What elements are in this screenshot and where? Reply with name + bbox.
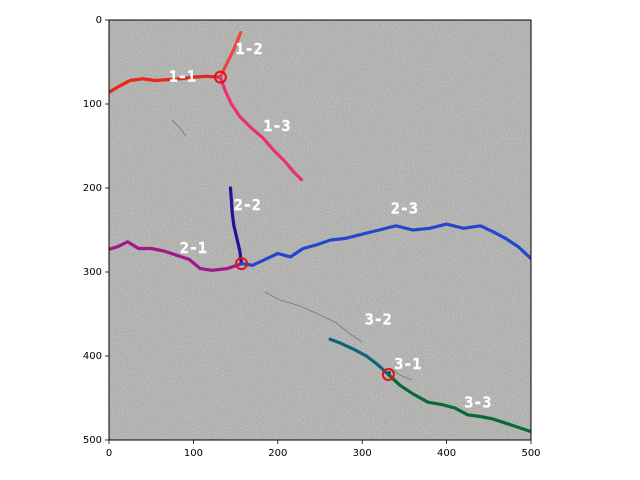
crack-segment-1-2 xyxy=(218,30,243,79)
crack-1: 1-1 1-2 1-3 xyxy=(109,30,303,182)
crack-segment-1-3 xyxy=(218,75,303,182)
segment-label-2-3: 2-3 xyxy=(391,200,418,218)
asphalt-image xyxy=(109,20,531,440)
segment-label-3-2: 3-2 xyxy=(365,310,392,328)
segment-label-3-3: 3-3 xyxy=(464,394,491,412)
segment-label-3-1: 3-1 xyxy=(394,355,421,373)
crack-overlays: 1-1 1-2 1-3 2-1 2-2 2-3 3-1 3-2 3-3 xyxy=(109,30,531,434)
crack-segment-2-3 xyxy=(239,222,531,267)
y-tick-label: 0 xyxy=(96,15,102,26)
x-tick-label: 400 xyxy=(437,448,456,459)
axis-ticks: 0 100 200 300 400 500 0 100 200 300 400 500 xyxy=(83,15,541,459)
segment-label-1-1: 1-1 xyxy=(169,68,196,86)
y-tick-label: 400 xyxy=(83,351,102,362)
crack-segment-3-2 xyxy=(328,337,390,377)
x-tick-label: 200 xyxy=(268,448,287,459)
segment-label-2-2: 2-2 xyxy=(234,196,261,214)
segment-label-1-3: 1-3 xyxy=(263,117,290,135)
y-tick-label: 500 xyxy=(83,435,102,446)
x-tick-label: 500 xyxy=(521,448,540,459)
segment-label-2-1: 2-1 xyxy=(180,239,207,257)
y-tick-label: 300 xyxy=(83,267,102,278)
crack-segment-2-2 xyxy=(228,186,244,266)
crack-segment-3-3 xyxy=(386,372,531,434)
junction-marker-2 xyxy=(235,257,249,271)
junction-marker-1 xyxy=(213,70,227,84)
junction-marker-3 xyxy=(381,367,395,381)
crack-2: 2-1 2-2 2-3 xyxy=(109,186,531,272)
crack-segment-1-1 xyxy=(109,74,222,94)
x-tick-label: 100 xyxy=(184,448,203,459)
crack-3: 3-1 3-2 3-3 xyxy=(328,310,531,434)
axes-frame xyxy=(108,19,532,441)
y-tick-label: 200 xyxy=(83,183,102,194)
x-tick-label: 300 xyxy=(353,448,372,459)
segment-label-1-2: 1-2 xyxy=(236,40,263,58)
crack-segment-2-1 xyxy=(109,240,244,272)
x-tick-label: 0 xyxy=(106,448,112,459)
y-tick-label: 100 xyxy=(83,99,102,110)
